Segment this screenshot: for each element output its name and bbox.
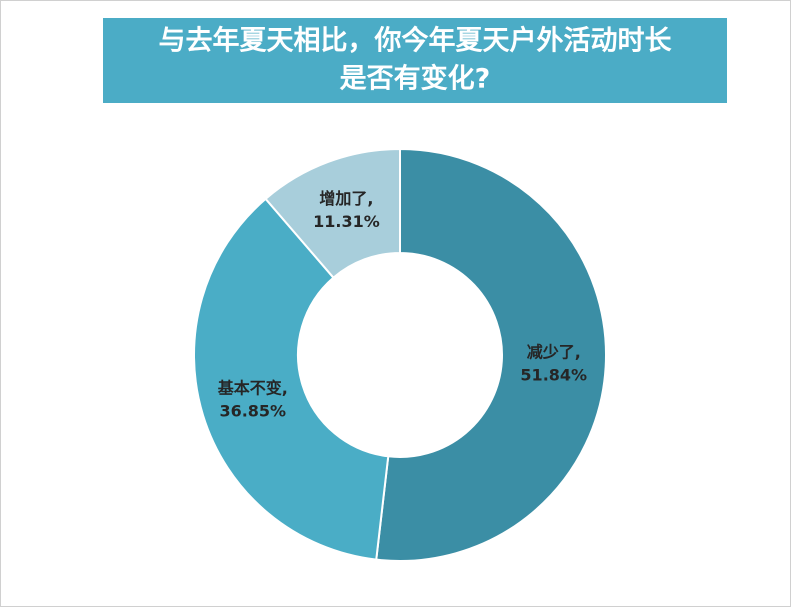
slice-value-label: 11.31% (313, 212, 380, 231)
donut-slice (375, 147, 607, 562)
title-box (103, 18, 727, 103)
slice-category-label: 增加了, (319, 189, 373, 208)
slice-category-label: 减少了, (527, 342, 581, 361)
slice-value-label: 36.85% (219, 402, 286, 421)
donut-slice (264, 147, 401, 280)
slice-value-label: 51.84% (520, 365, 587, 384)
donut-slice (193, 197, 390, 561)
chart-title: 是否有变化? (340, 63, 491, 95)
chart-title: 与去年夏天相比，你今年夏天户外活动时长 (159, 25, 673, 57)
slice-category-label: 基本不变, (217, 379, 288, 398)
